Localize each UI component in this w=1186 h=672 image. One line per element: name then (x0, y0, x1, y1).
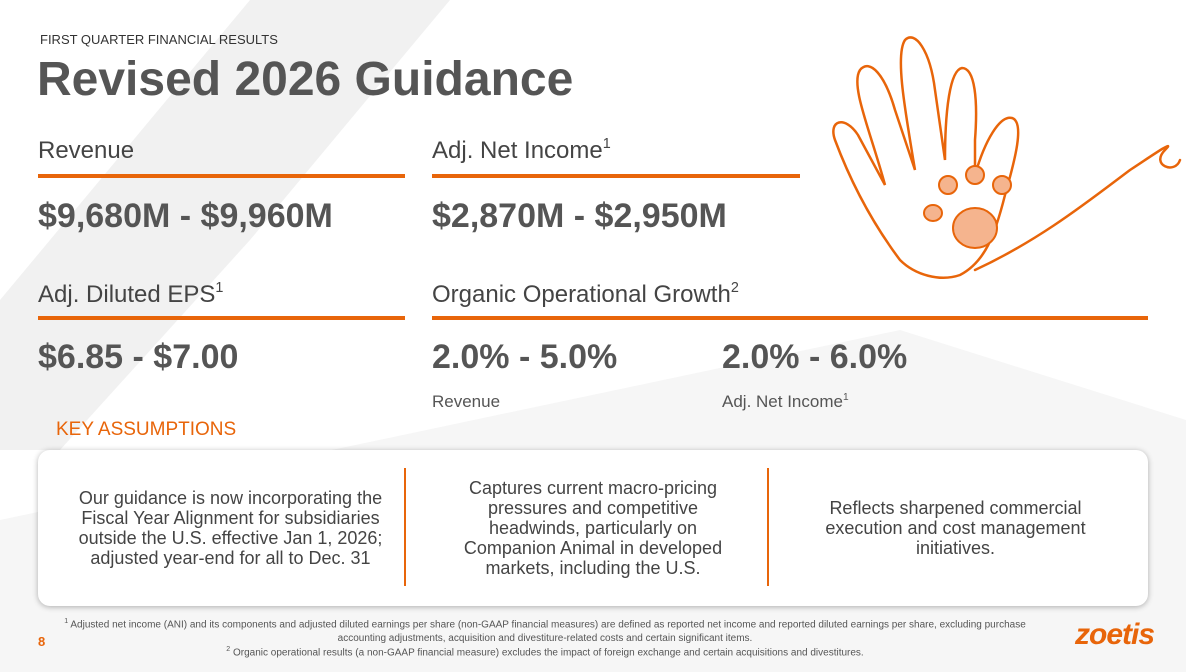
footnote-text: Adjusted net income (ANI) and its compon… (70, 619, 1026, 645)
section-title: KEY ASSUMPTIONS (56, 419, 237, 440)
growth-value: 2.0% - 5.0% (432, 338, 618, 376)
footnote: 2 Organic operational results (a non-GAA… (60, 643, 1030, 660)
label-text: Adj. Net Income (722, 392, 843, 411)
divider (38, 174, 405, 178)
divider (432, 316, 1148, 320)
logo: zoetis (1075, 618, 1155, 651)
metric-value: $6.85 - $7.00 (38, 338, 239, 376)
metric-value: $9,680M - $9,960M (38, 197, 333, 235)
footnote-ref: 2 (730, 279, 739, 296)
title: Revised 2026 Guidance (37, 53, 574, 106)
footnote-ref: 1 (842, 391, 849, 403)
label-text: Revenue (432, 392, 501, 411)
label-text: Organic Operational Growth (432, 281, 731, 308)
growth-value: 2.0% - 6.0% (722, 338, 908, 376)
divider (38, 316, 405, 320)
assumption: Captures current macro-pricing pressures… (463, 478, 723, 578)
footnote: 1 Adjusted net income (ANI) and its comp… (60, 615, 1030, 646)
divider (432, 174, 800, 178)
footnote-mark: 1 (64, 618, 69, 625)
assumptions-box: Our guidance is now incorporating the Fi… (38, 450, 1148, 606)
eyebrow: FIRST QUARTER FINANCIAL RESULTS (40, 32, 278, 47)
assumption: Reflects sharpened commercial execution … (825, 498, 1086, 558)
metric-label: Organic Operational Growth2 (432, 281, 739, 309)
metric-label: Adj. Net Income1 (432, 137, 611, 165)
footnote-ref: 1 (215, 279, 224, 296)
separator (767, 468, 769, 586)
separator (404, 468, 406, 586)
label-text: Adj. Net Income (432, 137, 603, 164)
metric-label: Adj. Diluted EPS1 (38, 281, 223, 309)
page-number: 8 (38, 634, 46, 649)
assumption: Our guidance is now incorporating the Fi… (78, 488, 383, 568)
metric-value: $2,870M - $2,950M (432, 197, 727, 235)
footnote-ref: 1 (602, 135, 611, 152)
growth-label: Revenue (432, 392, 500, 412)
growth-label: Adj. Net Income1 (722, 392, 849, 412)
footnote-mark: 2 (226, 646, 231, 653)
label-text: Revenue (38, 137, 135, 164)
label-text: Adj. Diluted EPS (38, 281, 216, 308)
metric-label: Revenue (38, 137, 134, 165)
footnote-text: Organic operational results (a non-GAAP … (232, 647, 864, 659)
